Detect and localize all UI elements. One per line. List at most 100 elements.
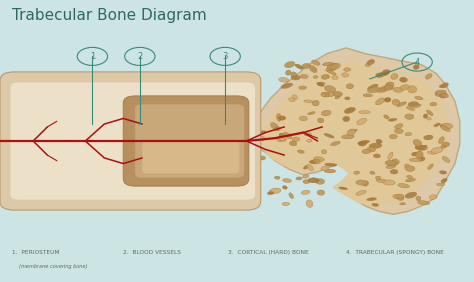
Ellipse shape	[362, 149, 371, 154]
Ellipse shape	[392, 159, 399, 164]
Text: 2.  BLOOD VESSELS: 2. BLOOD VESSELS	[123, 250, 181, 255]
Ellipse shape	[308, 178, 319, 183]
Ellipse shape	[397, 195, 404, 201]
Ellipse shape	[281, 83, 292, 89]
Ellipse shape	[393, 87, 403, 92]
Ellipse shape	[440, 125, 447, 127]
Ellipse shape	[438, 137, 444, 144]
Ellipse shape	[405, 179, 415, 182]
Ellipse shape	[321, 150, 327, 154]
Ellipse shape	[413, 139, 422, 147]
Ellipse shape	[321, 74, 329, 79]
Ellipse shape	[299, 116, 307, 121]
FancyBboxPatch shape	[123, 96, 249, 186]
Ellipse shape	[307, 139, 312, 142]
Ellipse shape	[416, 196, 421, 201]
FancyBboxPatch shape	[142, 141, 239, 173]
Ellipse shape	[312, 100, 319, 106]
Ellipse shape	[389, 118, 397, 121]
Ellipse shape	[279, 116, 286, 120]
Ellipse shape	[317, 82, 324, 86]
Ellipse shape	[308, 112, 315, 115]
Ellipse shape	[392, 99, 400, 105]
Ellipse shape	[289, 193, 293, 199]
Ellipse shape	[415, 145, 427, 150]
Ellipse shape	[368, 84, 378, 90]
Ellipse shape	[313, 76, 318, 78]
FancyBboxPatch shape	[0, 72, 261, 210]
Ellipse shape	[431, 147, 443, 153]
Ellipse shape	[278, 135, 287, 140]
Ellipse shape	[397, 102, 406, 107]
Ellipse shape	[327, 63, 337, 69]
Ellipse shape	[395, 124, 403, 129]
Ellipse shape	[279, 78, 289, 82]
Ellipse shape	[344, 107, 356, 113]
Ellipse shape	[345, 97, 350, 100]
Ellipse shape	[375, 176, 381, 180]
Text: 3.  CORTICAL (HARD) BONE: 3. CORTICAL (HARD) BONE	[228, 250, 308, 255]
Ellipse shape	[343, 116, 350, 122]
Ellipse shape	[367, 60, 374, 65]
Ellipse shape	[295, 64, 303, 69]
Text: 4: 4	[414, 58, 420, 67]
Ellipse shape	[418, 201, 429, 205]
Ellipse shape	[327, 70, 336, 75]
Ellipse shape	[299, 86, 307, 89]
Ellipse shape	[324, 169, 336, 173]
Ellipse shape	[321, 110, 331, 116]
Ellipse shape	[396, 194, 404, 199]
Ellipse shape	[437, 183, 445, 186]
Ellipse shape	[323, 62, 332, 66]
Ellipse shape	[441, 179, 447, 183]
Ellipse shape	[415, 96, 423, 100]
Ellipse shape	[436, 90, 446, 94]
Ellipse shape	[442, 157, 450, 162]
FancyBboxPatch shape	[10, 82, 255, 200]
Ellipse shape	[321, 166, 328, 171]
Ellipse shape	[398, 184, 410, 188]
Ellipse shape	[325, 163, 337, 166]
Ellipse shape	[393, 194, 400, 199]
Ellipse shape	[258, 131, 266, 134]
Ellipse shape	[383, 115, 389, 119]
Ellipse shape	[282, 202, 290, 206]
Ellipse shape	[317, 82, 325, 85]
Ellipse shape	[321, 92, 329, 97]
Ellipse shape	[326, 67, 336, 72]
Ellipse shape	[400, 202, 405, 205]
Ellipse shape	[284, 61, 295, 68]
Ellipse shape	[374, 154, 381, 158]
Ellipse shape	[405, 192, 417, 198]
Ellipse shape	[325, 86, 336, 92]
Ellipse shape	[427, 117, 431, 120]
Ellipse shape	[283, 179, 292, 182]
Ellipse shape	[441, 93, 448, 98]
Ellipse shape	[425, 74, 432, 79]
Text: 4.  TRABECULAR (SPONGY) BONE: 4. TRABECULAR (SPONGY) BONE	[346, 250, 444, 255]
Ellipse shape	[424, 135, 433, 140]
Ellipse shape	[335, 95, 340, 99]
Ellipse shape	[409, 158, 422, 162]
Ellipse shape	[438, 91, 447, 98]
Ellipse shape	[394, 129, 403, 134]
Ellipse shape	[376, 73, 383, 78]
Ellipse shape	[274, 176, 280, 179]
Ellipse shape	[313, 159, 320, 163]
Ellipse shape	[310, 160, 319, 164]
Ellipse shape	[257, 156, 265, 160]
Ellipse shape	[342, 73, 348, 77]
Ellipse shape	[428, 151, 437, 154]
Ellipse shape	[365, 63, 371, 67]
Ellipse shape	[307, 164, 313, 171]
Ellipse shape	[347, 129, 356, 135]
Ellipse shape	[389, 134, 397, 139]
Ellipse shape	[304, 133, 311, 136]
Ellipse shape	[290, 141, 297, 146]
Ellipse shape	[339, 187, 347, 190]
Ellipse shape	[367, 198, 376, 201]
Ellipse shape	[296, 177, 302, 180]
Ellipse shape	[354, 171, 360, 174]
Ellipse shape	[300, 74, 308, 79]
Ellipse shape	[315, 179, 325, 184]
